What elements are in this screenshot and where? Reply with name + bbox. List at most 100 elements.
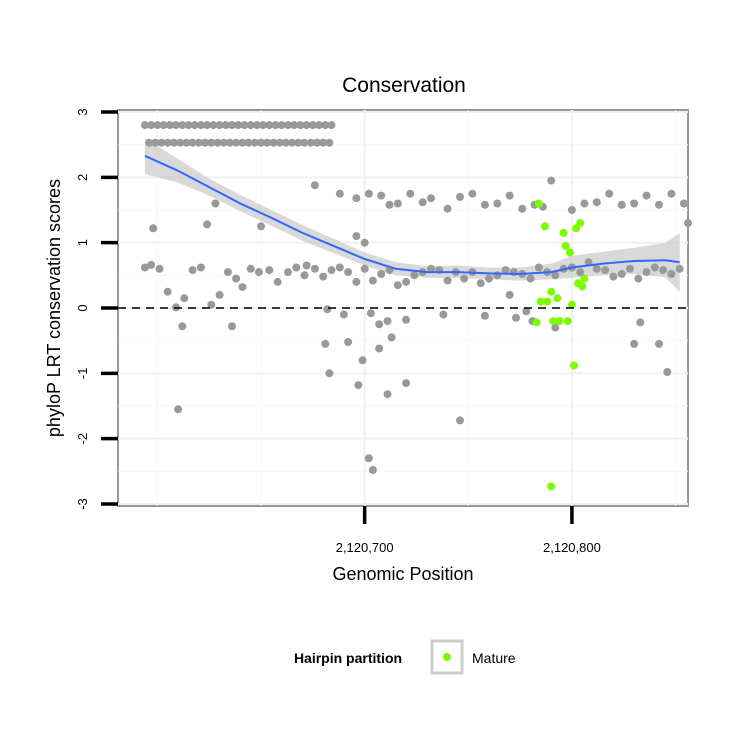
data-point	[246, 121, 255, 130]
y-tick-label: 0	[75, 304, 90, 311]
data-point	[385, 200, 394, 209]
mature-data-point	[549, 317, 558, 326]
data-point	[679, 199, 688, 208]
data-point	[642, 268, 651, 277]
data-point	[663, 368, 672, 376]
data-point	[335, 263, 344, 272]
data-point	[259, 121, 268, 130]
chart-title: Conservation	[342, 74, 466, 97]
data-point	[140, 263, 149, 272]
data-point	[493, 199, 502, 208]
data-point	[201, 138, 210, 147]
data-point	[393, 199, 402, 208]
data-point	[176, 138, 185, 147]
mature-data-point	[532, 318, 541, 327]
data-point	[178, 322, 187, 331]
data-point	[439, 310, 448, 319]
legend-key	[430, 639, 464, 675]
data-point	[480, 311, 489, 320]
data-point	[630, 339, 639, 348]
data-point	[605, 189, 614, 198]
data-point	[207, 300, 216, 309]
legend-label-mature: Mature	[472, 650, 516, 666]
data-point	[485, 274, 493, 283]
data-point	[215, 121, 224, 130]
data-point	[149, 224, 158, 233]
data-point	[617, 270, 626, 278]
data-point	[321, 339, 330, 348]
data-point	[213, 138, 222, 147]
data-point	[325, 138, 334, 147]
data-point	[383, 317, 392, 326]
data-point	[580, 199, 589, 208]
data-point	[203, 220, 212, 229]
data-point	[159, 121, 168, 130]
data-point	[377, 270, 386, 278]
mature-data-point	[567, 300, 576, 309]
data-point	[505, 191, 514, 200]
mature-data-point	[576, 219, 585, 228]
data-point	[354, 381, 363, 390]
data-point	[238, 138, 247, 147]
data-point	[196, 121, 205, 130]
data-point	[667, 189, 676, 198]
legend-mature-marker	[443, 653, 451, 661]
data-point	[592, 198, 601, 207]
data-point	[636, 318, 645, 327]
data-point	[601, 266, 610, 275]
data-point	[642, 191, 651, 200]
data-point	[281, 138, 290, 147]
data-point	[221, 121, 230, 130]
y-tick-label: -1	[75, 368, 90, 380]
data-point	[443, 204, 452, 213]
data-point	[383, 390, 392, 399]
data-point	[327, 266, 336, 275]
data-point	[190, 121, 199, 130]
data-point	[257, 222, 265, 231]
data-point	[163, 138, 172, 147]
data-point	[225, 138, 234, 147]
data-point	[310, 264, 319, 273]
x-tick-label: 2,120,800	[543, 540, 601, 555]
data-point	[626, 264, 634, 273]
data-point	[630, 199, 639, 208]
data-point	[344, 268, 353, 277]
legend-title: Hairpin partition	[294, 650, 402, 666]
data-point	[310, 181, 319, 190]
y-tick-label: -3	[75, 498, 90, 510]
data-point	[393, 281, 402, 290]
mature-data-point	[541, 222, 549, 231]
mature-data-point	[547, 482, 556, 491]
data-point	[228, 121, 236, 130]
data-point	[667, 270, 676, 278]
data-point	[211, 199, 220, 208]
data-point	[522, 307, 531, 316]
mature-data-point	[570, 361, 578, 370]
data-point	[170, 138, 178, 147]
data-point	[480, 200, 489, 209]
data-point	[360, 264, 369, 273]
data-point	[526, 274, 535, 283]
data-point	[288, 138, 297, 147]
data-point	[567, 206, 576, 214]
data-point	[300, 271, 309, 280]
data-point	[178, 121, 187, 130]
data-point	[512, 313, 520, 322]
data-point	[468, 189, 477, 198]
data-point	[339, 310, 348, 319]
smooth-line-layer	[144, 154, 680, 276]
y-tick-label: 2	[75, 174, 90, 181]
data-point	[215, 290, 224, 299]
data-point	[377, 191, 386, 200]
data-point	[271, 121, 280, 130]
data-point	[263, 138, 272, 147]
data-point	[368, 466, 377, 474]
data-point	[300, 138, 309, 147]
data-point	[402, 277, 411, 286]
data-point	[427, 194, 435, 203]
data-point	[655, 200, 663, 209]
data-point	[634, 274, 643, 283]
data-point	[238, 283, 247, 292]
data-point	[269, 138, 278, 147]
